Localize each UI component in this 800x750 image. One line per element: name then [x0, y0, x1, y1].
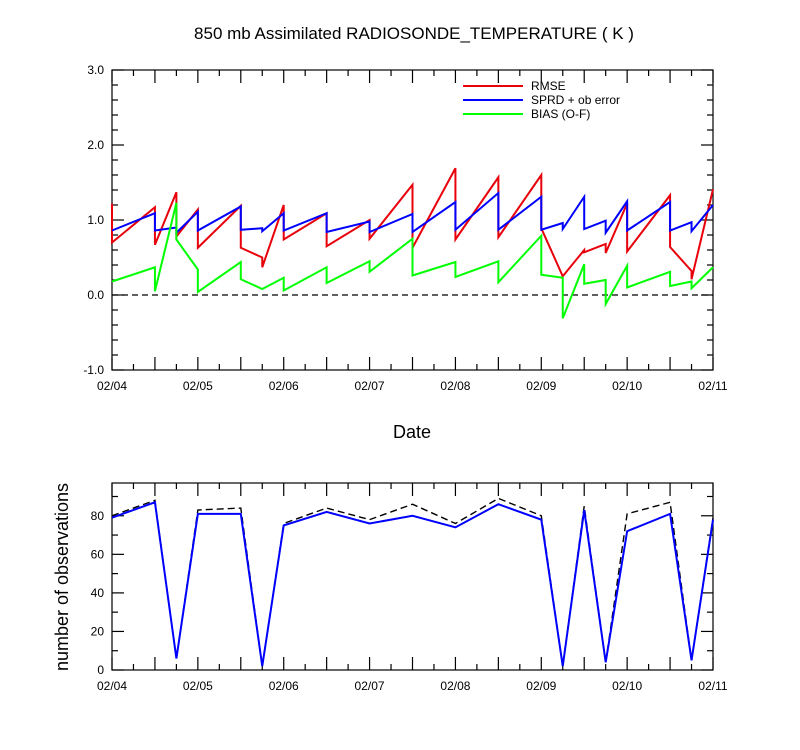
obs-y-tick-label: 60	[91, 547, 105, 561]
top-y-tick-label: -1.0	[83, 363, 104, 377]
obs-y-tick-label: 80	[91, 509, 105, 523]
top-x-tick-label: 02/05	[183, 379, 213, 393]
top-y-tick-label: 1.0	[87, 213, 104, 227]
top-x-tick-label: 02/07	[355, 379, 385, 393]
obs-y-tick-label: 40	[91, 586, 105, 600]
legend-label: SPRD + ob error	[531, 93, 620, 107]
obs-x-tick-label: 02/07	[355, 679, 385, 693]
top-x-tick-label: 02/09	[526, 379, 556, 393]
obs-x-tick-label: 02/04	[97, 679, 127, 693]
top-y-tick-label: 2.0	[87, 138, 104, 152]
top-series-bias-o-f	[111, 202, 714, 319]
obs-x-tick-label: 02/08	[440, 679, 470, 693]
top-y-tick-label: 0.0	[87, 288, 104, 302]
obs-frame	[111, 482, 714, 671]
obs-x-tick-label: 02/11	[698, 679, 727, 693]
top-x-tick-label: 02/11	[698, 379, 727, 393]
obs-x-tick-label: 02/10	[612, 679, 642, 693]
top-x-tick-label: 02/08	[440, 379, 470, 393]
bottom-plot: 02/04 02/05 02/06 02/07 02/08 02/09 02/10 02/11…	[91, 482, 728, 693]
obs-y-tick-label: 20	[91, 624, 105, 638]
obs-x-tick-label: 02/05	[183, 679, 213, 693]
top-x-tick-label: 02/10	[612, 379, 642, 393]
obs-y-tick-label: 0	[97, 663, 104, 677]
obs-y-axis-title: number of observations	[52, 483, 72, 671]
top-y-tick-label: 3.0	[87, 63, 104, 77]
legend-label: BIAS (O-F)	[531, 107, 590, 121]
top-plot: 02/04 02/05 02/06 02/07 02/08 02/09 02/10 02/11…	[83, 63, 728, 393]
top-x-tick-label: 02/06	[269, 379, 299, 393]
chart-title: 850 mb Assimilated RADIOSONDE_TEMPERATUR…	[194, 24, 634, 43]
obs-x-tick-label: 02/06	[269, 679, 299, 693]
obs-series-possible-observations	[111, 497, 714, 667]
x-axis-title: Date	[393, 422, 431, 442]
top-series-sprd-ob-error	[111, 190, 714, 236]
obs-series-assimilated-observations	[111, 500, 714, 667]
legend-label: RMSE	[531, 79, 566, 93]
top-x-tick-label: 02/04	[97, 379, 127, 393]
obs-x-tick-label: 02/09	[526, 679, 556, 693]
